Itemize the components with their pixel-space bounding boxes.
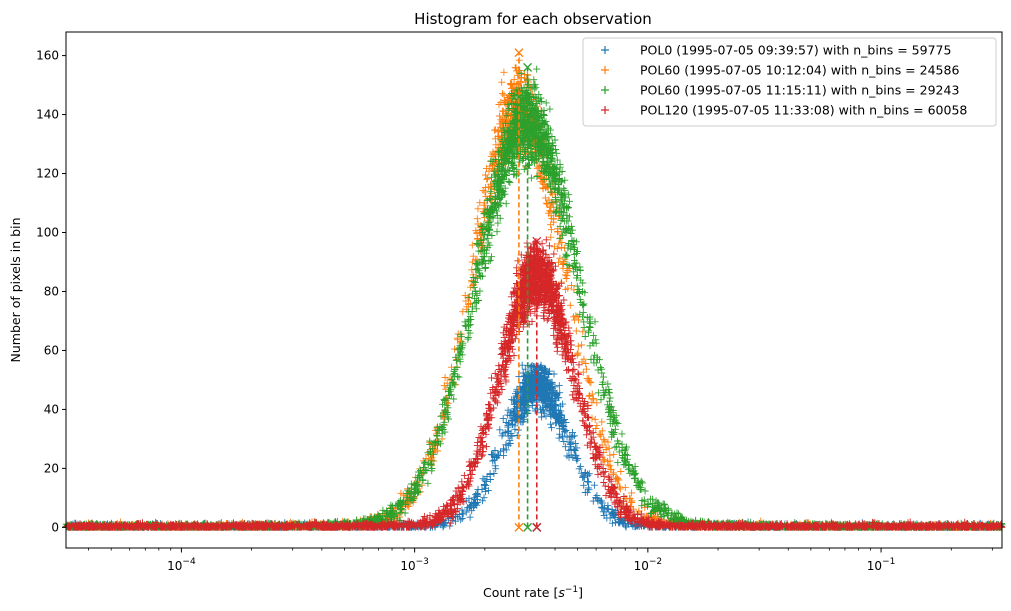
legend-marker	[601, 86, 609, 94]
y-tick-label: 0	[51, 520, 59, 534]
peak-x-marker	[514, 48, 524, 58]
legend-label: POL60 (1995-07-05 10:12:04) with n_bins …	[640, 63, 959, 78]
y-tick-label: 40	[44, 402, 59, 416]
series-1-peak-marker	[514, 48, 524, 532]
peak-x-marker	[523, 62, 533, 72]
series-3-points	[63, 236, 1006, 531]
x-tick-label: 10−3	[400, 557, 429, 573]
x-tick-label: 10−4	[167, 557, 196, 573]
y-tick-label: 160	[36, 49, 59, 63]
legend-label: POL0 (1995-07-05 09:39:57) with n_bins =…	[640, 43, 951, 58]
x-tick-label: 10−1	[867, 557, 896, 573]
data-marks	[62, 48, 1006, 532]
series-0-marks	[62, 361, 1005, 531]
series-0-points	[62, 361, 1005, 531]
y-tick-label: 120	[36, 167, 59, 181]
x-axis: 10−4 10−3 10−2 10−1	[88, 548, 993, 573]
legend-label: POL120 (1995-07-05 11:33:08) with n_bins…	[640, 103, 967, 118]
x-axis-title-text: Count rate	[483, 585, 550, 600]
x-tick-label: 10−2	[634, 557, 663, 573]
peak-x-marker	[532, 236, 542, 246]
peak-x-marker	[532, 522, 542, 532]
series-2-peak-marker	[523, 62, 533, 532]
series-3-peak-marker	[532, 236, 542, 532]
y-axis: 0 20 40 60 80 100 120 140 160	[36, 49, 66, 534]
plot-area	[62, 31, 1006, 549]
legend-box	[582, 37, 997, 127]
y-tick-label: 20	[44, 461, 59, 475]
x-axis-unit-exp: −1	[565, 585, 578, 595]
legend: POL0 (1995-07-05 09:39:57) with n_bins =…	[582, 37, 997, 127]
x-axis-unit-base: s	[558, 585, 565, 600]
series-3-marks	[63, 236, 1006, 531]
y-tick-label: 60	[44, 343, 59, 357]
peak-x-marker	[523, 522, 533, 532]
legend-marker	[601, 46, 609, 54]
peak-x-marker	[514, 522, 524, 532]
y-tick-label: 80	[44, 284, 59, 298]
legend-marker	[601, 106, 609, 114]
y-axis-title: Number of pixels in bin	[8, 218, 23, 363]
legend-label: POL60 (1995-07-05 11:15:11) with n_bins …	[640, 83, 959, 98]
y-tick-label: 140	[36, 108, 59, 122]
axes-frame	[65, 31, 1003, 549]
x-axis-title: Count rate [s−1]	[483, 585, 583, 600]
y-tick-label: 100	[36, 226, 59, 240]
legend-marker	[601, 66, 609, 74]
chart-title: Histogram for each observation	[414, 10, 652, 28]
